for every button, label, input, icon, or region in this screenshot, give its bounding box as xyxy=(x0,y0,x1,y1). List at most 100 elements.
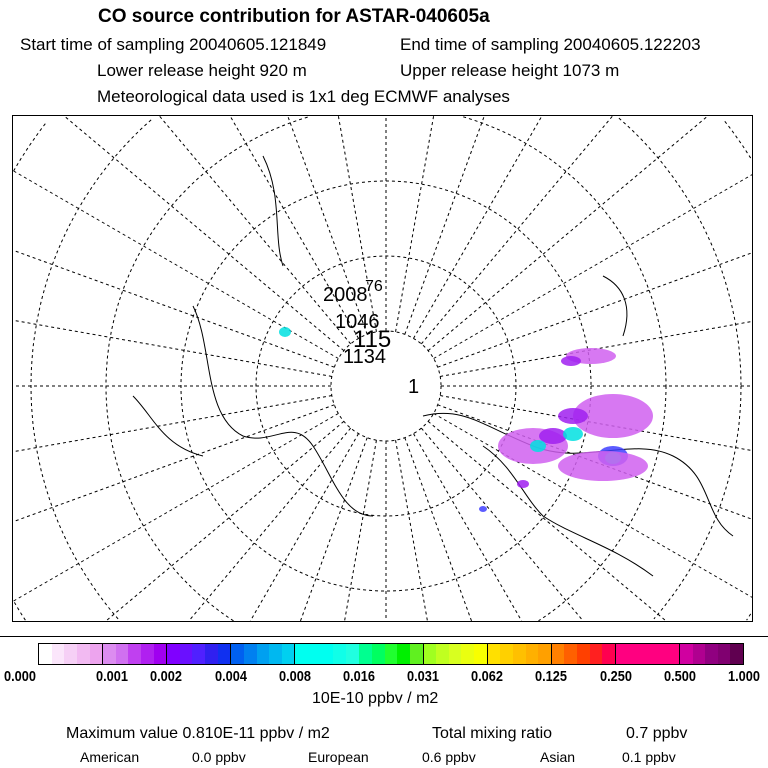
colorbar-swatch xyxy=(705,644,718,664)
latitude-circle xyxy=(330,330,442,442)
meridian-line xyxy=(395,116,435,332)
meridian-line xyxy=(433,174,752,359)
meridian-line xyxy=(299,437,368,621)
colorbar-swatch xyxy=(525,644,539,664)
plume-area xyxy=(517,480,529,488)
colorbar-swatch xyxy=(641,644,654,664)
colorbar-swatch xyxy=(397,644,410,664)
met-data: Meteorological data used is 1x1 deg ECMW… xyxy=(97,87,510,106)
european-label: European xyxy=(308,749,369,765)
track-label: 2008 xyxy=(323,284,368,306)
total-label: Total mixing ratio xyxy=(432,725,553,742)
meridian-line xyxy=(229,116,359,339)
colorbar-unit-label: 10E-10 ppbv / m2 xyxy=(312,690,439,707)
colorbar-tick-label: 0.016 xyxy=(342,668,375,685)
colorbar-swatch xyxy=(39,644,52,664)
colorbar-segment xyxy=(679,644,744,664)
colorbar-swatch xyxy=(217,644,231,664)
meridian-line xyxy=(437,404,752,520)
meridian-line xyxy=(413,116,543,339)
colorbar-swatch xyxy=(76,644,90,664)
colorbar-swatch xyxy=(153,644,167,664)
plot-title: CO source contribution for ASTAR-040605a xyxy=(98,6,490,27)
track-label: 1 xyxy=(408,376,420,398)
colorbar-segment xyxy=(359,644,424,664)
plume-area xyxy=(563,427,583,441)
colorbar-swatch xyxy=(243,644,257,664)
meridian-line xyxy=(404,437,473,621)
meridian-line xyxy=(420,116,613,345)
colorbar-swatch xyxy=(333,644,346,664)
colorbar-swatch xyxy=(538,644,551,664)
meridian-line xyxy=(413,433,523,621)
colorbar-tick-label: 0.125 xyxy=(535,668,568,685)
colorbar-swatch xyxy=(692,644,706,664)
colorbar-segment xyxy=(39,644,104,664)
meridian-line xyxy=(188,427,352,621)
colorbar-swatch xyxy=(64,644,77,664)
colorbar-swatch xyxy=(448,644,462,664)
colorbar-swatch xyxy=(679,644,693,664)
colorbar-tick-label: 0.062 xyxy=(471,668,504,685)
colorbar-swatch xyxy=(140,644,154,664)
asian-label: Asian xyxy=(540,749,576,765)
meridian-line xyxy=(287,116,368,335)
upper-height: Upper release height 1073 m xyxy=(400,61,620,80)
coastline xyxy=(192,305,374,517)
colorbar-tick-label: 0.031 xyxy=(407,668,440,685)
colorbar-tick-label: 0.001 xyxy=(96,668,129,685)
american-value: 0.0 ppbv xyxy=(192,749,246,765)
colorbar-swatch xyxy=(500,644,513,664)
plume-area xyxy=(561,356,581,366)
track-label: 115 xyxy=(353,326,392,353)
colorbar-swatch xyxy=(474,644,487,664)
meridian-line xyxy=(437,252,752,368)
total-value: 0.7 ppbv xyxy=(626,725,688,742)
plume-area xyxy=(558,408,588,424)
meridian-line xyxy=(427,116,709,352)
meridian-line xyxy=(427,420,667,621)
meridian-line xyxy=(404,116,485,335)
colorbar-segment xyxy=(551,644,616,664)
latitude-circle xyxy=(30,117,742,620)
meridian-line xyxy=(395,440,428,621)
colorbar-swatch xyxy=(436,644,449,664)
polar-map: 2008 76 1046 115 1134 1 xyxy=(12,115,753,622)
colorbar-swatch xyxy=(372,644,385,664)
map-svg xyxy=(13,116,752,621)
coastline xyxy=(132,395,204,457)
colorbar-segment xyxy=(231,644,296,664)
coastline xyxy=(262,155,284,267)
colorbar-swatch xyxy=(320,644,334,664)
colorbar-segment xyxy=(103,644,168,664)
colorbar-swatch xyxy=(205,644,218,664)
colorbar-swatch xyxy=(628,644,642,664)
latitude-circle xyxy=(105,116,667,621)
colorbar-swatch xyxy=(295,644,308,664)
divider xyxy=(0,636,768,637)
meridian-line xyxy=(344,440,377,621)
meridian-line xyxy=(433,413,752,598)
colorbar-segment xyxy=(487,644,552,664)
colorbar-swatch xyxy=(717,644,731,664)
colorbar-swatch xyxy=(179,644,193,664)
plume-area xyxy=(530,440,546,452)
max-value: Maximum value 0.810E-11 ppbv / m2 xyxy=(66,725,330,742)
track-label: 1134 xyxy=(343,346,387,368)
colorbar-tick-label: 0.008 xyxy=(278,668,311,685)
track-label: 1046 xyxy=(335,311,380,333)
latitude-circle xyxy=(180,180,592,592)
colorbar-swatch xyxy=(89,644,103,664)
colorbar-tick-label: 0.500 xyxy=(663,668,696,685)
plume-area xyxy=(539,428,567,444)
colorbar-swatch xyxy=(653,644,667,664)
colorbar-swatch xyxy=(115,644,129,664)
colorbar-swatch xyxy=(615,644,629,664)
colorbar-swatch xyxy=(423,644,437,664)
american-label: American xyxy=(80,749,140,765)
colorbar-tick-label: 0.000 xyxy=(4,668,36,685)
meridian-line xyxy=(337,116,377,332)
colorbar-segment xyxy=(295,644,360,664)
track-label: 76 xyxy=(365,278,383,295)
